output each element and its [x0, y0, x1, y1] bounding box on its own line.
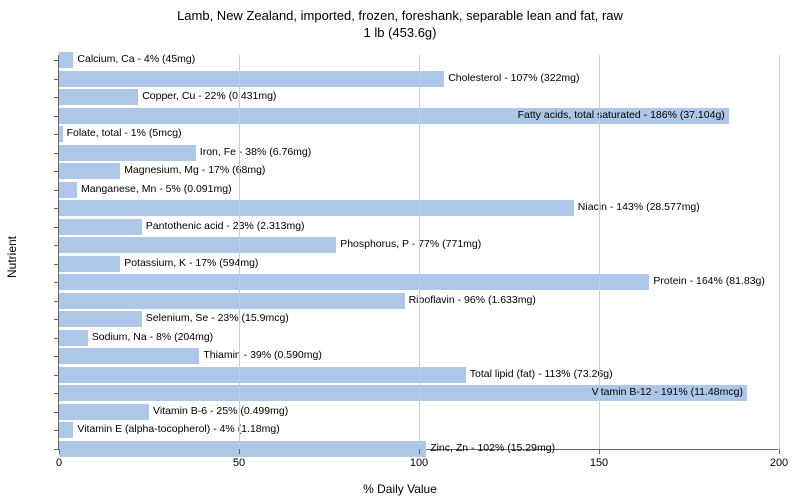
- y-tick: [54, 79, 59, 80]
- y-tick: [54, 449, 59, 450]
- bar-label: Copper, Cu - 22% (0.431mg): [142, 90, 276, 102]
- y-tick: [54, 430, 59, 431]
- y-tick: [54, 60, 59, 61]
- x-tick: [599, 449, 600, 454]
- y-tick: [54, 245, 59, 246]
- gridline: [239, 55, 240, 449]
- nutrient-bar: [59, 422, 73, 438]
- x-tick-label: 200: [770, 457, 788, 469]
- bar-label: Manganese, Mn - 5% (0.091mg): [81, 183, 232, 195]
- gridline: [599, 55, 600, 449]
- y-tick: [54, 356, 59, 357]
- plot-area: Calcium, Ca - 4% (45mg) Cholesterol - 107…: [58, 55, 778, 450]
- y-tick: [54, 375, 59, 376]
- gridline: [779, 55, 780, 449]
- bar-label: Vitamin E (alpha-tocopherol) - 4% (1.18m…: [77, 423, 279, 435]
- nutrient-bar: [59, 182, 77, 198]
- nutrient-bar: [59, 256, 120, 272]
- nutrient-chart: Lamb, New Zealand, imported, frozen, for…: [0, 0, 800, 500]
- x-tick: [779, 449, 780, 454]
- y-tick: [54, 393, 59, 394]
- nutrient-bar: [59, 293, 405, 309]
- y-tick: [54, 97, 59, 98]
- x-tick-label: 0: [56, 457, 62, 469]
- nutrient-bar: [59, 311, 142, 327]
- x-tick-label: 50: [233, 457, 245, 469]
- y-tick: [54, 412, 59, 413]
- x-axis-label: % Daily Value: [363, 482, 437, 496]
- y-tick: [54, 282, 59, 283]
- title-line-2: 1 lb (453.6g): [0, 25, 800, 42]
- bar-label: Selenium, Se - 23% (15.9mcg): [146, 312, 289, 324]
- x-tick-label: 150: [590, 457, 608, 469]
- bar-label: Folate, total - 1% (5mcg): [67, 127, 182, 139]
- nutrient-bar: [59, 126, 63, 142]
- nutrient-bar: [59, 330, 88, 346]
- bar-label: Fatty acids, total saturated - 186% (37.…: [518, 109, 725, 121]
- y-tick: [54, 153, 59, 154]
- bar-label: Calcium, Ca - 4% (45mg): [77, 53, 195, 65]
- nutrient-bar: [59, 219, 142, 235]
- bar-label: Thiamin - 39% (0.590mg): [203, 349, 321, 361]
- bar-label: Vitamin B-6 - 25% (0.499mg): [153, 405, 288, 417]
- bar-label: Cholesterol - 107% (322mg): [448, 72, 579, 84]
- nutrient-bar: [59, 348, 199, 364]
- bar-label: Total lipid (fat) - 113% (73.26g): [470, 368, 613, 380]
- y-axis-label: Nutrient: [5, 236, 19, 278]
- nutrient-bar: [59, 441, 426, 457]
- bar-label: Niacin - 143% (28.577mg): [578, 201, 700, 213]
- y-tick: [54, 208, 59, 209]
- nutrient-bar: [59, 404, 149, 420]
- bar-label: Riboflavin - 96% (1.633mg): [409, 294, 536, 306]
- nutrient-bar: [59, 367, 466, 383]
- y-tick: [54, 116, 59, 117]
- nutrient-bar: [59, 274, 649, 290]
- bar-label: Pantothenic acid - 23% (2.313mg): [146, 220, 305, 232]
- chart-title: Lamb, New Zealand, imported, frozen, for…: [0, 0, 800, 42]
- y-tick: [54, 190, 59, 191]
- nutrient-bar: [59, 52, 73, 68]
- y-tick: [54, 319, 59, 320]
- bar-label: Vitamin B-12 - 191% (11.48mcg): [592, 386, 743, 398]
- y-tick: [54, 171, 59, 172]
- nutrient-bar: [59, 163, 120, 179]
- nutrient-bar: [59, 145, 196, 161]
- bar-label: Protein - 164% (81.83g): [653, 275, 764, 287]
- bar-label: Zinc, Zn - 102% (15.29mg): [430, 442, 555, 454]
- bar-label: Magnesium, Mg - 17% (68mg): [124, 164, 265, 176]
- x-tick: [239, 449, 240, 454]
- y-tick: [54, 301, 59, 302]
- gridline: [419, 55, 420, 449]
- bar-label: Phosphorus, P - 77% (771mg): [340, 238, 481, 250]
- y-tick: [54, 338, 59, 339]
- nutrient-bar: [59, 71, 444, 87]
- y-tick: [54, 134, 59, 135]
- x-tick: [59, 449, 60, 454]
- nutrient-bar: [59, 237, 336, 253]
- title-line-1: Lamb, New Zealand, imported, frozen, for…: [0, 8, 800, 25]
- x-tick: [419, 449, 420, 454]
- y-tick: [54, 264, 59, 265]
- bar-label: Sodium, Na - 8% (204mg): [92, 331, 213, 343]
- nutrient-bar: [59, 89, 138, 105]
- bar-label: Iron, Fe - 38% (6.76mg): [200, 146, 311, 158]
- nutrient-bar: [59, 200, 574, 216]
- y-tick: [54, 227, 59, 228]
- x-tick-label: 100: [410, 457, 428, 469]
